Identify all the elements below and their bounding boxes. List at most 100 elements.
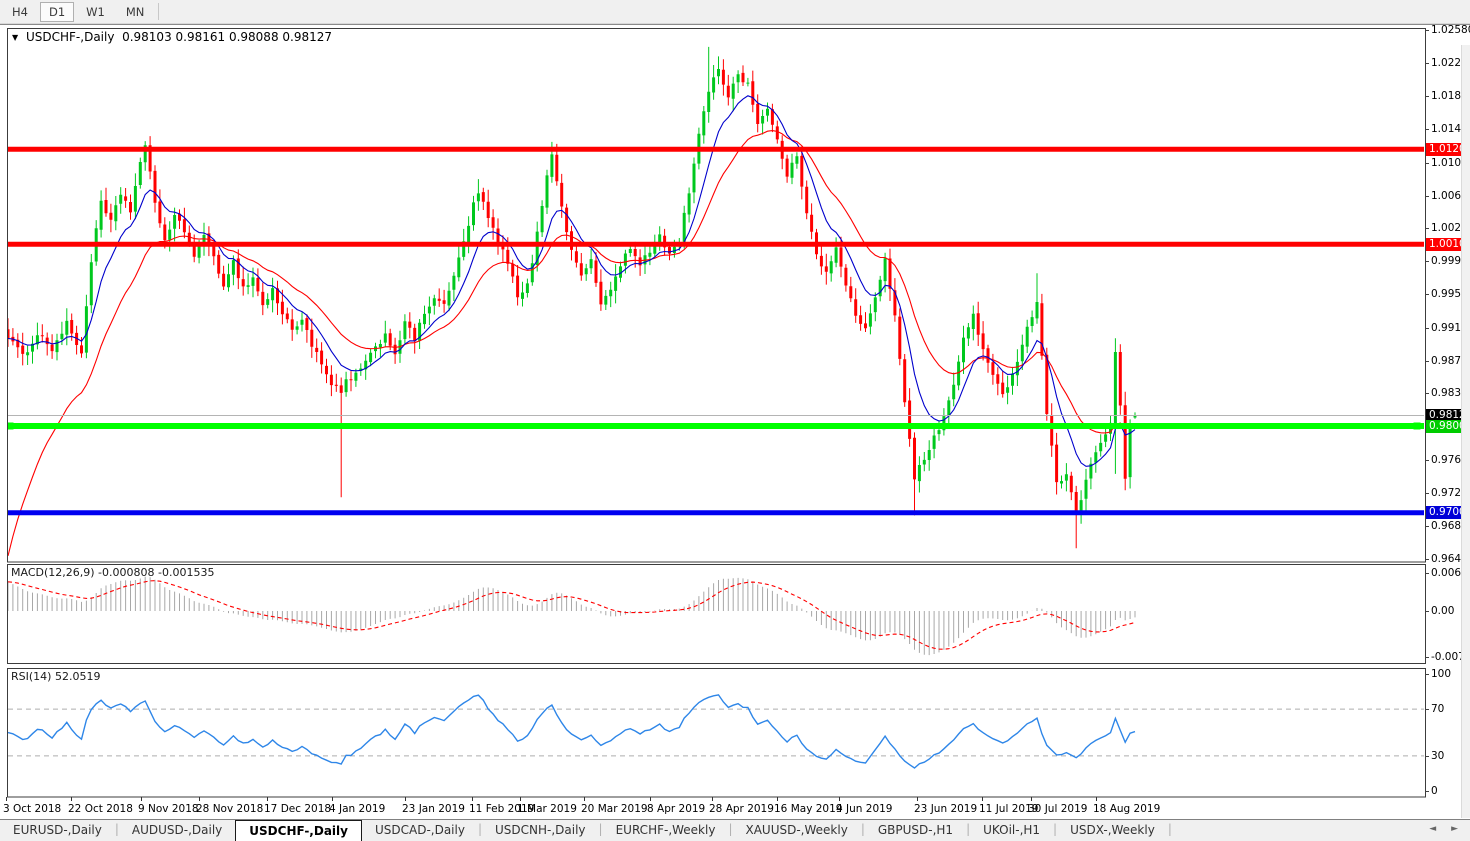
chart-ohlc: 0.98103 0.98161 0.98088 0.98127 <box>122 30 333 44</box>
chevron-down-icon[interactable]: ▼ <box>12 33 19 42</box>
timeframe-button-w1[interactable]: W1 <box>86 4 105 19</box>
chart-tab-usdchf-daily[interactable]: USDCHF-,Daily <box>235 820 362 841</box>
time-axis-tick <box>472 797 473 801</box>
time-axis-label: 1 Mar 2019 <box>517 803 577 815</box>
price-axis-tick <box>1425 460 1429 462</box>
macd-axis-tick <box>1425 573 1429 574</box>
time-axis-label: 23 Jun 2019 <box>914 803 978 815</box>
price-axis-tick <box>1425 360 1429 362</box>
time-axis-label: 4 Jun 2019 <box>836 803 893 815</box>
tab-scroll-left-icon[interactable]: ◄ <box>1429 824 1443 834</box>
time-axis-tick <box>1031 797 1032 801</box>
chart-area: ▼ USDCHF-,Daily 0.98103 0.98161 0.98088 … <box>0 24 1470 820</box>
chart-tab-eurchf-weekly[interactable]: EURCHF-,Weekly <box>615 823 716 837</box>
rsi-axis-label: 30 <box>1431 749 1445 762</box>
price-axis-label: 0.97230 <box>1431 486 1470 499</box>
tab-separator: | <box>728 822 733 836</box>
price-pane[interactable] <box>7 46 1425 557</box>
price-axis-label: 0.96470 <box>1431 552 1470 565</box>
price-axis-label: 1.02580 <box>1431 24 1470 37</box>
price-axis-label: 0.98380 <box>1431 387 1470 400</box>
time-axis-label: 18 Aug 2019 <box>1093 803 1161 815</box>
time-axis-label: 23 Jan 2019 <box>402 803 465 815</box>
price-level-badge: 1.01205 <box>1426 142 1470 156</box>
tab-separator: | <box>114 822 119 836</box>
timeframe-button-h4[interactable]: H4 <box>12 4 28 19</box>
tab-scroll-arrows: ◄ ► <box>1429 824 1464 834</box>
time-axis-tick <box>982 797 983 801</box>
chart-canvas[interactable] <box>0 25 1470 820</box>
rsi-axis-label: 70 <box>1431 703 1445 716</box>
chart-tab-gbpusd-h1[interactable]: GBPUSD-,H1 <box>877 823 954 837</box>
price-axis-tick <box>1425 327 1429 329</box>
time-axis-label: 4 Jan 2019 <box>329 803 386 815</box>
price-axis-label: 0.99140 <box>1431 321 1470 334</box>
price-axis-label: 1.00670 <box>1431 189 1470 202</box>
timeframe-button-mn[interactable]: MN <box>125 4 145 19</box>
macd-pane[interactable] <box>8 576 1136 656</box>
price-axis-label: 0.96850 <box>1431 519 1470 532</box>
macd-axis-label: 0.006286 <box>1431 567 1470 579</box>
price-axis-label: 0.99530 <box>1431 288 1470 301</box>
price-axis-tick <box>1425 96 1429 98</box>
time-axis-tick <box>520 797 521 801</box>
price-level-badge: 0.97001 <box>1426 506 1470 520</box>
price-axis-label: 1.01820 <box>1431 90 1470 103</box>
time-axis-tick <box>267 797 268 801</box>
chart-tab-usdcnh-daily[interactable]: USDCNH-,Daily <box>495 823 586 837</box>
price-level-badge: 0.98127 <box>1426 408 1470 422</box>
time-axis-tick <box>332 797 333 801</box>
price-axis-label: 1.01050 <box>1431 156 1470 169</box>
price-axis-tick <box>1425 525 1429 527</box>
price-axis-tick <box>1425 63 1429 65</box>
macd-axis-label: 0.00 <box>1431 605 1455 617</box>
tab-scroll-right-icon[interactable]: ► <box>1451 824 1464 834</box>
price-axis-tick <box>1425 228 1429 230</box>
rsi-pane[interactable] <box>8 694 1424 769</box>
rsi-value: 52.0519 <box>54 670 101 683</box>
time-axis-label: 28 Apr 2019 <box>709 803 774 815</box>
price-axis-tick <box>1425 393 1429 395</box>
chart-tab-audusd-daily[interactable]: AUDUSD-,Daily <box>131 823 223 837</box>
tab-separator: | <box>860 822 865 836</box>
toolbar-separator <box>158 3 160 20</box>
time-axis-tick <box>839 797 840 801</box>
rsi-axis-tick <box>1425 791 1429 792</box>
chart-tab-usdx-weekly[interactable]: USDX-,Weekly <box>1070 823 1155 837</box>
time-axis-tick <box>917 797 918 801</box>
price-axis-tick <box>1425 294 1429 296</box>
price-axis-tick <box>1425 162 1429 164</box>
time-axis-label: 22 Oct 2018 <box>68 803 133 815</box>
macd-values: -0.000808 -0.001535 <box>98 566 215 579</box>
price-axis-label: 0.98760 <box>1431 354 1470 367</box>
price-axis-tick <box>1425 195 1429 197</box>
chart-tab-usdcad-daily[interactable]: USDCAD-,Daily <box>374 823 465 837</box>
time-axis-tick <box>405 797 406 801</box>
price-axis-label: 0.99910 <box>1431 255 1470 268</box>
time-axis-tick <box>712 797 713 801</box>
chart-tab-ukoil-h1[interactable]: UKOil-,H1 <box>983 823 1041 837</box>
tab-separator: | <box>1053 822 1058 836</box>
chart-symbol: USDCHF-,Daily <box>25 30 115 44</box>
price-axis-label: 1.02200 <box>1431 57 1470 70</box>
time-axis-label: 3 Oct 2018 <box>3 803 62 815</box>
time-axis-tick <box>650 797 651 801</box>
time-axis-tick <box>199 797 200 801</box>
price-axis-label: 0.97610 <box>1431 454 1470 467</box>
price-level-badge: 0.98004 <box>1426 419 1470 433</box>
chart-tab-xauusd-weekly[interactable]: XAUUSD-,Weekly <box>745 823 848 837</box>
panel-borders <box>7 28 1426 798</box>
time-axis-tick <box>777 797 778 801</box>
rsi-axis-label: 0 <box>1431 785 1438 797</box>
chart-title: ▼ USDCHF-,Daily 0.98103 0.98161 0.98088 … <box>12 30 332 44</box>
price-axis-label: 1.01440 <box>1431 122 1470 135</box>
chart-tab-eurusd-daily[interactable]: EURUSD-,Daily <box>13 823 102 837</box>
time-axis-label: 11 Jul 2019 <box>979 803 1039 815</box>
price-axis-tick <box>1425 30 1429 32</box>
time-axis-label: 9 Nov 2018 <box>138 803 199 815</box>
rsi-axis-tick <box>1425 755 1429 757</box>
rsi-axis-tick <box>1425 709 1429 711</box>
time-axis-tick <box>584 797 585 801</box>
time-axis-tick <box>6 797 7 801</box>
timeframe-button-d1[interactable]: D1 <box>39 1 75 22</box>
